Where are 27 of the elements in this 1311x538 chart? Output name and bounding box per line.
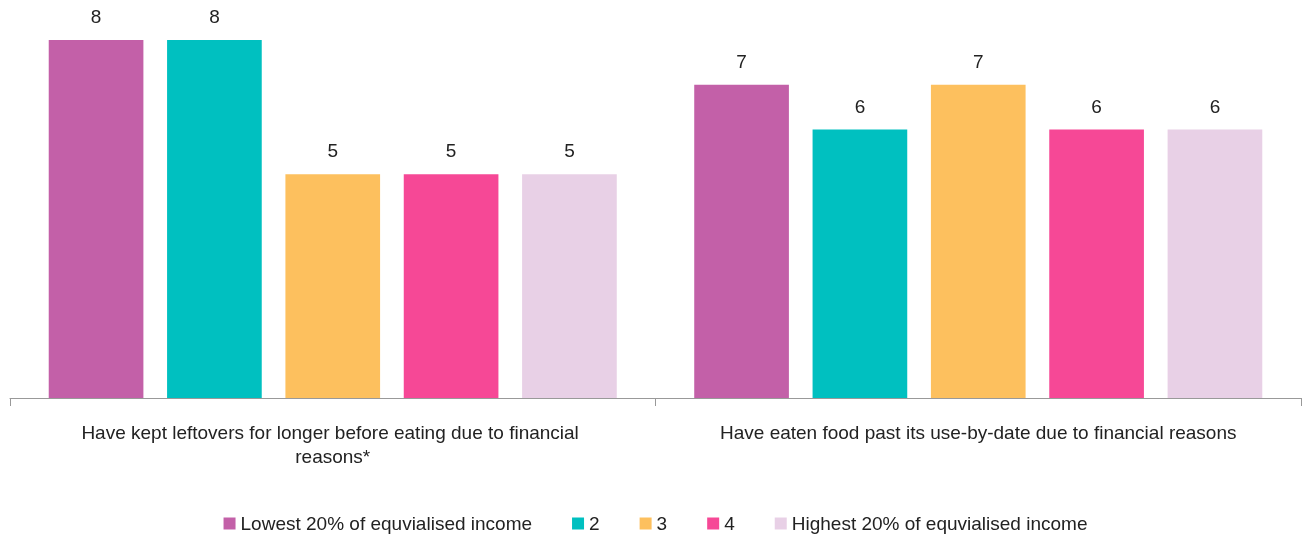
data-label: 6 (854, 95, 866, 117)
legend-label: 3 (656, 513, 668, 534)
bar (522, 174, 617, 398)
data-label: 5 (327, 140, 339, 162)
legend-label: Lowest 20% of equvialised income (240, 513, 533, 534)
data-label: 5 (564, 140, 575, 162)
legend-label: 4 (724, 513, 736, 534)
data-label: 5 (445, 140, 457, 162)
x-tick-label: Have kept leftovers for longer before eating due to financial reasons* (81, 421, 585, 467)
bar (1167, 129, 1263, 398)
data-label: 8 (209, 6, 220, 27)
legend-label: 2 (589, 513, 600, 534)
x-tick-label: Have eaten food past its use-by-date due to financial reasons (720, 421, 1237, 443)
data-label: 7 (972, 50, 984, 72)
legend-label: Highest 20% of equvialised income (791, 513, 1088, 534)
bar (812, 129, 908, 398)
bar (285, 174, 381, 398)
data-label: 8 (90, 6, 102, 27)
bar (48, 40, 144, 398)
bar (403, 174, 499, 398)
bar (167, 40, 262, 398)
bar (694, 84, 789, 398)
data-label: 7 (736, 50, 747, 72)
bar (1049, 129, 1144, 398)
data-label: 6 (1091, 95, 1102, 117)
data-label: 6 (1209, 95, 1221, 117)
bar (930, 84, 1026, 398)
